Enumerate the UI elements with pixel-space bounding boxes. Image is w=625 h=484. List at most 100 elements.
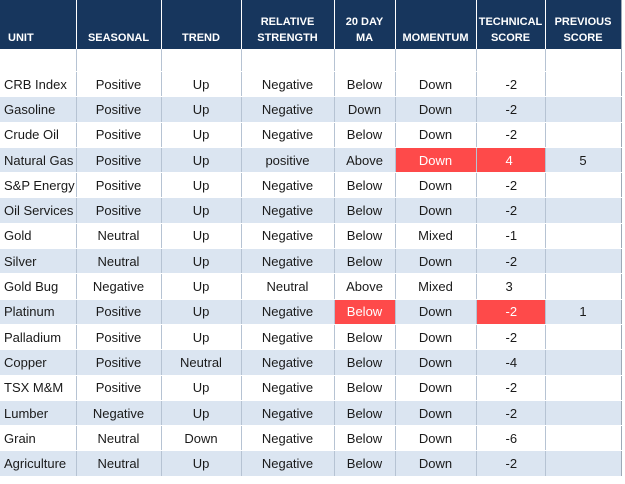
cell-momentum: Down: [394, 248, 476, 275]
cell-20-day-ma: Below: [333, 172, 395, 199]
cell-seasonal: Positive: [75, 172, 161, 199]
header-trend: TREND: [160, 0, 241, 49]
cell-momentum: Down: [394, 425, 476, 452]
cell-trend: Neutral: [160, 349, 241, 376]
cell-seasonal: Positive: [75, 147, 161, 174]
cell-unit: Silver: [0, 248, 76, 275]
spacer-cell: [75, 49, 161, 72]
spacer-cell: [394, 49, 476, 72]
cell-unit: Oil Services: [0, 197, 76, 224]
cell-relative-strength: Negative: [240, 299, 334, 325]
cell-seasonal: Positive: [75, 96, 161, 123]
cell-previous-score: [544, 96, 621, 123]
cell-momentum: Mixed: [394, 223, 476, 250]
cell-previous-score: [544, 273, 621, 300]
spacer-cell: [160, 49, 241, 72]
table-row: CRB Index Positive Up Negative Below Down -2: [0, 71, 621, 98]
cell-technical-score: -2: [475, 122, 545, 148]
cell-relative-strength: Negative: [240, 324, 334, 351]
cell-relative-strength: Negative: [240, 400, 334, 427]
table-row: Lumber Negative Up Negative Below Down -2: [0, 400, 621, 427]
cell-seasonal: Neutral: [75, 425, 161, 452]
cell-unit: Natural Gas: [0, 147, 76, 174]
cell-relative-strength: Negative: [240, 349, 334, 376]
cell-technical-score: -2: [475, 324, 545, 351]
cell-technical-score: -2: [475, 375, 545, 401]
cell-technical-score: -2: [475, 248, 545, 275]
cell-trend: Up: [160, 299, 241, 325]
table-row: Palladium Positive Up Negative Below Down -2: [0, 324, 621, 351]
cell-previous-score: [544, 324, 621, 351]
cell-20-day-ma: Below: [333, 375, 395, 401]
cell-technical-score: -2: [475, 299, 545, 325]
cell-momentum: Down: [394, 172, 476, 199]
table-row: Grain Neutral Down Negative Below Down -6: [0, 425, 621, 452]
cell-20-day-ma: Below: [333, 349, 395, 376]
cell-trend: Up: [160, 324, 241, 351]
spacer-cell: [544, 49, 621, 72]
cell-unit: Copper: [0, 349, 76, 376]
cell-20-day-ma: Above: [333, 147, 395, 174]
cell-relative-strength: Negative: [240, 425, 334, 452]
header-row: UNIT SEASONAL TREND RELATIVE STRENGTH 20…: [0, 0, 621, 49]
cell-relative-strength: Negative: [240, 96, 334, 123]
cell-momentum: Down: [394, 147, 476, 174]
cell-relative-strength: Negative: [240, 223, 334, 250]
table-row: Gasoline Positive Up Negative Down Down -2: [0, 96, 621, 123]
cell-momentum: Down: [394, 375, 476, 401]
cell-trend: Up: [160, 450, 241, 477]
cell-technical-score: -2: [475, 450, 545, 477]
cell-unit: Platinum: [0, 299, 76, 325]
cell-momentum: Down: [394, 400, 476, 427]
cell-technical-score: -1: [475, 223, 545, 250]
header-momentum: MOMENTUM: [394, 0, 476, 49]
cell-relative-strength: Negative: [240, 450, 334, 477]
cell-20-day-ma: Below: [333, 400, 395, 427]
table-row: Crude Oil Positive Up Negative Below Down -2: [0, 122, 621, 148]
spacer-cell: [0, 49, 76, 72]
spacer-cell: [333, 49, 395, 72]
table-row: Platinum Positive Up Negative Below Down -2 1: [0, 299, 621, 325]
cell-20-day-ma: Below: [333, 71, 395, 98]
cell-previous-score: [544, 223, 621, 250]
header-20-day-ma: 20 DAY MA: [333, 0, 395, 49]
cell-trend: Up: [160, 147, 241, 174]
cell-unit: Grain: [0, 425, 76, 452]
cell-previous-score: 1: [544, 299, 621, 325]
cell-seasonal: Negative: [75, 273, 161, 300]
cell-seasonal: Neutral: [75, 248, 161, 275]
table-row: Silver Neutral Up Negative Below Down -2: [0, 248, 621, 275]
cell-trend: Up: [160, 273, 241, 300]
cell-unit: S&P Energy: [0, 172, 76, 199]
header-previous-score: PREVIOUS SCORE: [544, 0, 621, 49]
cell-unit: CRB Index: [0, 71, 76, 98]
cell-technical-score: -2: [475, 71, 545, 98]
header-technical-score: TECHNICAL SCORE: [475, 0, 545, 49]
cell-previous-score: [544, 172, 621, 199]
header-relative-strength: RELATIVE STRENGTH: [240, 0, 334, 49]
cell-20-day-ma: Below: [333, 425, 395, 452]
cell-relative-strength: Negative: [240, 375, 334, 401]
cell-technical-score: -2: [475, 197, 545, 224]
table-row: Agriculture Neutral Up Negative Below Down -2: [0, 450, 621, 477]
cell-unit: Gold: [0, 223, 76, 250]
cell-trend: Up: [160, 96, 241, 123]
spacer-cell: [475, 49, 545, 72]
cell-unit: Crude Oil: [0, 122, 76, 148]
cell-technical-score: -2: [475, 400, 545, 427]
cell-trend: Up: [160, 375, 241, 401]
table-row: Copper Positive Neutral Negative Below Down -4: [0, 349, 621, 376]
cell-seasonal: Positive: [75, 375, 161, 401]
cell-relative-strength: Negative: [240, 172, 334, 199]
cell-technical-score: 3: [475, 273, 545, 300]
table-row: TSX M&M Positive Up Negative Below Down -2: [0, 375, 621, 401]
cell-previous-score: 5: [544, 147, 621, 174]
cell-20-day-ma: Below: [333, 299, 395, 325]
cell-relative-strength: Negative: [240, 248, 334, 275]
cell-technical-score: -4: [475, 349, 545, 376]
cell-20-day-ma: Below: [333, 197, 395, 224]
cell-technical-score: -2: [475, 96, 545, 123]
cell-relative-strength: Negative: [240, 71, 334, 98]
